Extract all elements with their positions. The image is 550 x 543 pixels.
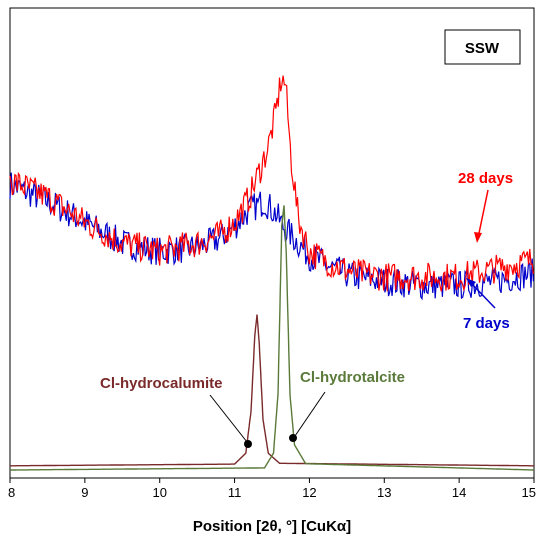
dot-cl-hydrocalumite — [244, 440, 252, 448]
annotation-28-days: 28 days — [458, 170, 513, 243]
annotation-7-days: 7 days — [463, 278, 510, 332]
annotation-cl-hydrocalumite: Cl-hydrocalumite — [100, 375, 252, 448]
label-7-days: 7 days — [463, 315, 510, 332]
arrowhead-28-days — [474, 232, 482, 243]
x-tick-label: 8 — [8, 485, 15, 500]
annotation-cl-hydrotalcite: Cl-hydrotalcite — [289, 369, 405, 442]
x-axis-ticks: 8 9 10 11 12 13 14 15 — [8, 478, 536, 500]
leader-cl-hydrotalcite — [294, 391, 326, 437]
series-line-cl-hydrotalcite — [10, 205, 534, 471]
arrow-7-days — [469, 281, 496, 309]
label-cl-hydrocalumite: Cl-hydrocalumite — [100, 375, 223, 392]
label-28-days: 28 days — [458, 170, 513, 187]
badge-label: SSW — [465, 40, 500, 57]
series-line-7-days — [9, 172, 534, 301]
dot-cl-hydrotalcite — [289, 434, 297, 442]
series-layer — [9, 75, 534, 471]
badge: SSW — [444, 29, 521, 65]
series-line-28-days — [9, 75, 534, 292]
x-tick-label: 11 — [228, 485, 242, 500]
badge-box — [444, 29, 521, 65]
x-tick-label: 12 — [302, 485, 316, 500]
x-tick-label: 13 — [377, 485, 391, 500]
x-axis-title: Position [2θ, °] [CuKα] — [193, 518, 351, 535]
x-tick-label: 14 — [452, 485, 466, 500]
x-tick-label: 9 — [81, 485, 88, 500]
x-tick-label: 15 — [522, 485, 536, 500]
label-cl-hydrotalcite: Cl-hydrotalcite — [300, 369, 405, 386]
arrow-28-days — [477, 189, 489, 239]
arrowhead-7-days — [466, 278, 476, 287]
plot-frame — [9, 7, 535, 479]
series-line-cl-hydrocalumite — [10, 314, 534, 467]
x-tick-label: 10 — [152, 485, 166, 500]
leader-cl-hydrocalumite — [209, 394, 248, 443]
